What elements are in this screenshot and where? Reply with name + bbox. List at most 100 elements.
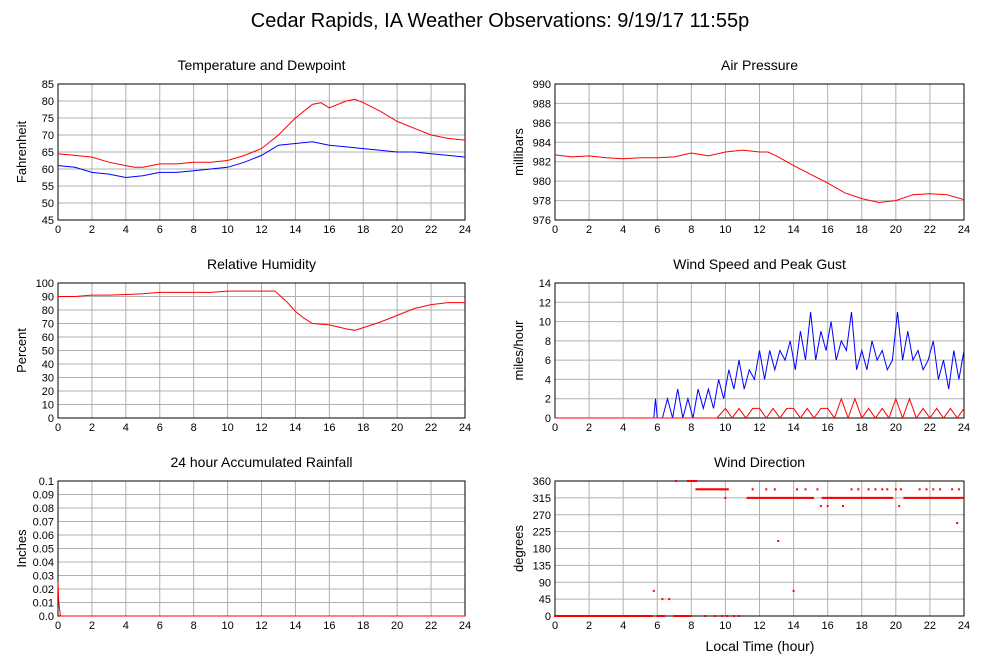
scatter-point (657, 615, 660, 617)
scatter-point (886, 488, 889, 491)
scatter-point (940, 496, 943, 499)
scatter-point (688, 480, 691, 482)
y-tick-label: 0.01 (33, 598, 54, 610)
scatter-point (726, 488, 729, 491)
scatter-point (710, 488, 713, 491)
scatter-point (956, 496, 959, 499)
scatter-point (957, 488, 960, 491)
x-tick-label: 2 (586, 224, 592, 236)
x-tick-label: 12 (753, 422, 765, 434)
scatter-point (912, 496, 915, 499)
scatter-point (681, 615, 684, 617)
scatter-point (646, 615, 649, 617)
x-tick-label: 20 (391, 224, 403, 236)
scatter-point (832, 496, 835, 499)
scatter-point (874, 496, 877, 499)
scatter-point (724, 496, 727, 499)
y-tick-label: 70 (42, 130, 54, 142)
plot-frame (554, 83, 965, 221)
y-tick-label: 20 (42, 386, 54, 398)
y-tick-label: 0.05 (33, 544, 54, 556)
scatter-point (791, 496, 794, 499)
scatter-point (885, 496, 888, 499)
scatter-point (596, 615, 599, 617)
x-tick-label: 8 (191, 620, 197, 632)
scatter-point (837, 496, 840, 499)
scatter-point (702, 488, 705, 491)
y-tick-label: 0.1 (39, 476, 54, 488)
scatter-point (566, 615, 569, 617)
x-tick-label: 16 (323, 422, 335, 434)
y-tick-label: 85 (42, 79, 54, 91)
y-tick-label: 180 (533, 544, 551, 556)
x-tick-label: 0 (55, 620, 61, 632)
scatter-point (952, 496, 955, 499)
x-tick-label: 22 (924, 422, 936, 434)
scatter-point (926, 496, 929, 499)
x-tick-label: 4 (123, 620, 129, 632)
x-tick-label: 18 (856, 422, 868, 434)
scatter-point (705, 488, 707, 491)
x-tick-label: 0 (552, 620, 558, 632)
scatter-point (675, 480, 677, 482)
scatter-point (783, 496, 786, 499)
x-tick-label: 22 (924, 620, 936, 632)
scatter-point (960, 496, 963, 499)
scatter-point (747, 496, 750, 499)
scatter-point (556, 615, 559, 617)
scatter-point (584, 615, 586, 617)
scatter-point (754, 496, 757, 499)
scatter-point (861, 496, 864, 499)
scatter-point (718, 488, 721, 491)
x-tick-label: 12 (255, 422, 267, 434)
scatter-point (929, 496, 932, 499)
scatter-point (720, 488, 722, 491)
scatter-point (750, 496, 753, 499)
x-tick-label: 6 (157, 620, 163, 632)
scatter-point (560, 615, 563, 617)
y-tick-label: 0 (545, 611, 551, 623)
scatter-point (732, 615, 735, 617)
scatter-point (611, 615, 614, 617)
scatter-point (714, 488, 717, 491)
scatter-point (840, 496, 843, 499)
y-tick-label: 30 (42, 373, 54, 385)
scatter-point (762, 496, 765, 499)
x-tick-label: 18 (357, 422, 369, 434)
scatter-point (932, 496, 934, 499)
y-tick-label: 90 (539, 577, 551, 589)
scatter-point (796, 488, 798, 491)
scatter-point (848, 496, 851, 499)
plot-frame (57, 83, 466, 221)
x-tick-label: 24 (958, 620, 970, 632)
scatter-point (620, 615, 623, 617)
x-tick-label: 14 (289, 224, 301, 236)
scatter-point (649, 615, 652, 617)
scatter-point (707, 488, 710, 491)
scatter-point (876, 496, 879, 499)
scatter-point (904, 496, 907, 499)
scatter-point (919, 496, 922, 499)
scatter-point (888, 496, 891, 499)
scatter-point (836, 496, 839, 499)
scatter-point (570, 615, 573, 617)
y-tick-label: 225 (533, 527, 551, 539)
x-tick-label: 22 (425, 224, 437, 236)
scatter-point (695, 480, 698, 482)
scatter-point (711, 488, 714, 491)
x-tick-label: 6 (157, 224, 163, 236)
scatter-point (696, 488, 699, 491)
scatter-point (607, 615, 610, 617)
scatter-point (645, 615, 648, 617)
scatter-point (592, 615, 595, 617)
scatter-point (616, 615, 619, 617)
scatter-point (760, 496, 763, 499)
chart-panel-6: 0 2 4 6 8 10 12 14 16 18 20 22 240459013518022527031… (511, 454, 970, 632)
scatter-point (761, 496, 764, 499)
scatter-point (573, 615, 576, 617)
x-tick-label: 22 (425, 620, 437, 632)
y-tick-label: 90 (42, 292, 54, 304)
scatter-point (630, 615, 633, 617)
y-tick-label: 70 (42, 319, 54, 331)
scatter-point (803, 496, 806, 499)
